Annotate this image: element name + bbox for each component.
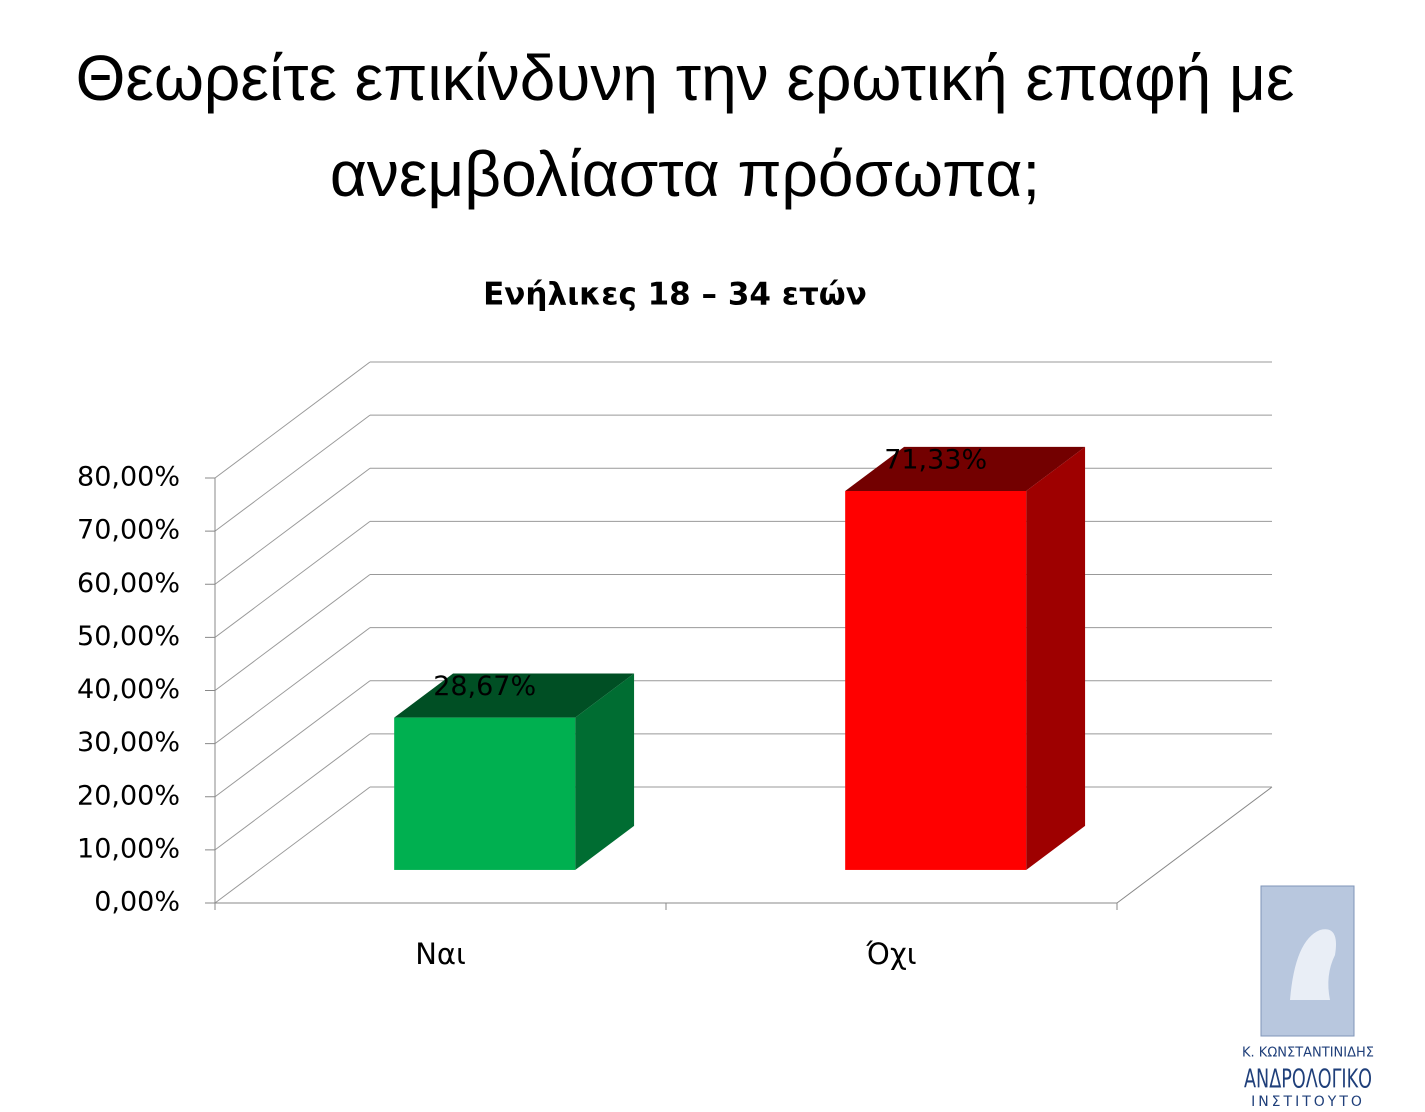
y-tick-label: 80,00% [77, 462, 180, 493]
y-tick-label: 10,00% [77, 833, 180, 864]
grid-line [214, 680, 371, 798]
logo-name: Κ. ΚΩΝΣΤΑΝΤΙΝΙΔΗΣ [1242, 1046, 1374, 1061]
bar-side [1026, 446, 1086, 870]
bar-side [575, 673, 635, 870]
bar-top [845, 446, 1086, 491]
y-tick-label: 50,00% [77, 621, 180, 652]
y-tick-label: 20,00% [77, 780, 180, 811]
y-tick-label: 0,00% [94, 887, 180, 918]
grid-line [214, 627, 371, 745]
slide-title: Θεωρείτε επικίνδυνη την ερωτική επαφή με… [75, 42, 1295, 210]
y-tick-label: 70,00% [77, 515, 180, 546]
y-tick-label: 60,00% [77, 568, 180, 599]
logo-figure [1290, 929, 1336, 1000]
logo-line2: ΙΝΣΤΙΤΟΥΤΟ [1251, 1094, 1365, 1110]
value-label: 71,33% [884, 444, 987, 475]
chart-subtitle: Ενήλικες 18 – 34 ετών [483, 277, 867, 313]
grid-line [214, 467, 371, 585]
x-tick-label: Ναι [415, 937, 466, 971]
bar [845, 490, 1027, 870]
logo-line1: ΑΝΔΡΟΛΟΓΙΚΟ [1244, 1065, 1372, 1095]
floor-edge [1116, 786, 1273, 904]
grid-line [214, 520, 371, 638]
x-tick-label: Όχι [865, 937, 916, 971]
grid-line [214, 414, 371, 532]
y-tick-label: 40,00% [77, 674, 180, 705]
bar [394, 717, 576, 870]
grid-line [214, 786, 371, 904]
grid-line [214, 574, 371, 691]
grid-line [214, 361, 371, 479]
bar-top [394, 673, 635, 718]
grid-line [214, 733, 371, 851]
y-tick-label: 30,00% [77, 727, 180, 758]
value-label: 28,67% [433, 671, 536, 702]
